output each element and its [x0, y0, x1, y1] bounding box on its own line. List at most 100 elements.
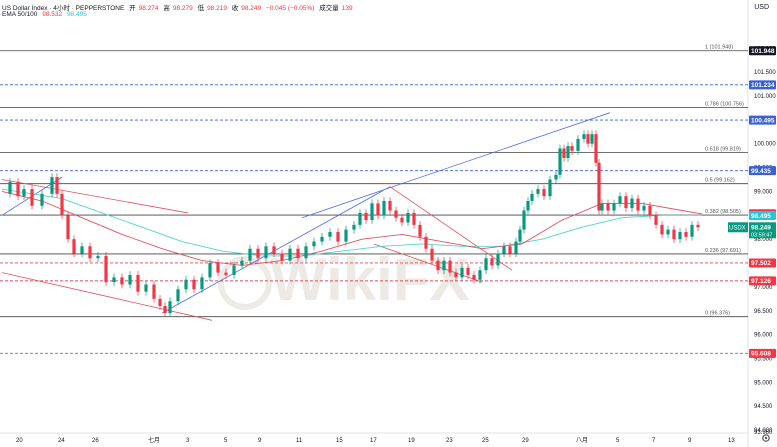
candle-body	[388, 200, 392, 211]
candle-body	[40, 193, 44, 206]
candle-body	[88, 246, 92, 259]
ema100-value: 98.495	[66, 11, 87, 18]
candle-body	[136, 274, 140, 292]
low-value: 98.219	[207, 5, 227, 12]
candle-body	[600, 203, 604, 211]
candle-body	[264, 246, 268, 259]
candle-body	[642, 205, 646, 211]
ema50-value: 98.532	[42, 11, 63, 18]
candle-body	[597, 162, 601, 211]
fib-level-label: 0 (96.376)	[705, 311, 730, 317]
candle-body	[112, 277, 116, 283]
candle-body	[382, 200, 386, 216]
candle-body	[104, 255, 108, 283]
x-tick-label: 5	[224, 438, 228, 444]
x-tick-label: 19	[408, 438, 415, 444]
candle-body	[582, 134, 586, 139]
y-tick-label: 94.500	[754, 404, 773, 410]
volume-value: 139	[341, 5, 353, 12]
candle-body	[60, 193, 64, 216]
candle-body	[530, 193, 534, 201]
candle-body	[660, 224, 664, 235]
candle-body	[696, 224, 700, 228]
fib-level-label: 0.382 (98.505)	[705, 209, 741, 215]
price-tag	[749, 80, 776, 90]
y-tick-label: 96.000	[754, 333, 773, 339]
candle-body	[526, 200, 530, 211]
y-tick-label: 101.500	[754, 70, 776, 76]
candle-body	[558, 148, 562, 175]
current-symbol-label: USDX	[729, 225, 746, 231]
candle-body	[576, 138, 580, 151]
price-tag	[749, 348, 776, 358]
candle-body	[400, 217, 404, 223]
candle-body	[472, 274, 476, 280]
candle-body	[30, 189, 34, 206]
candle-body	[184, 279, 188, 290]
x-tick-label: 13	[728, 438, 735, 444]
close-label: 收	[231, 5, 239, 12]
candle-body	[176, 289, 180, 302]
candle-body	[478, 270, 482, 280]
x-tick-label: 七月	[148, 436, 160, 444]
candle-body	[412, 212, 416, 225]
candle-body	[320, 236, 324, 242]
candle-body	[163, 305, 167, 314]
candle-body	[364, 212, 368, 221]
x-tick-label: 25	[482, 438, 489, 444]
candle-body	[566, 146, 570, 159]
gear-icon[interactable]	[761, 433, 771, 443]
watermark-text: WikiFX	[270, 246, 469, 313]
y-tick-label: 99.000	[754, 189, 773, 195]
price-tag	[749, 276, 776, 286]
candle-body	[466, 267, 470, 275]
candle-body	[358, 212, 362, 225]
candle-body	[436, 260, 440, 271]
x-tick-label: 24	[58, 438, 65, 444]
candle-body	[570, 146, 574, 151]
price-tag	[749, 46, 776, 56]
candle-body	[336, 232, 340, 242]
candle-body	[296, 248, 300, 259]
candle-body	[636, 198, 640, 211]
price-tag	[749, 211, 776, 221]
x-tick-label: 15	[336, 438, 343, 444]
candle-body	[430, 248, 434, 261]
price-tag	[749, 115, 776, 125]
fib-level-label: 0.236 (97.691)	[705, 248, 741, 254]
candle-body	[542, 189, 546, 197]
candle-body	[448, 260, 452, 273]
candle-body	[684, 232, 688, 237]
candle-body	[376, 203, 380, 216]
x-tick-label: 11	[296, 438, 303, 444]
candle-body	[424, 236, 428, 249]
high-label: 高	[163, 5, 170, 12]
candle-body	[200, 277, 204, 290]
candle-body	[522, 210, 526, 230]
y-tick-label: 98.000	[754, 237, 773, 243]
candle-body	[72, 239, 76, 254]
candle-body	[548, 179, 552, 197]
price-tag	[749, 166, 776, 176]
symbol-title[interactable]: US Dollar Index · 4小时 · PEPPERSTONE	[2, 5, 125, 12]
x-tick-label: 17	[370, 438, 377, 444]
candle-body	[630, 198, 634, 209]
ema-info-row[interactable]: EMA 50/100 98.532 98.495	[2, 11, 90, 18]
candle-body	[612, 203, 616, 211]
candle-body	[594, 134, 598, 163]
current-price-tag	[749, 222, 776, 239]
fib-level-label: 1 (101.948)	[705, 45, 733, 51]
trend-line	[1, 272, 213, 321]
candle-body	[144, 284, 148, 292]
candle-body	[22, 189, 26, 197]
candle-body	[224, 272, 228, 275]
candle-body	[618, 196, 622, 204]
candle-body	[312, 241, 316, 247]
price-tag-value: 99.435	[751, 168, 771, 175]
x-tick-label: 9	[258, 438, 262, 444]
x-tick-label: 7	[652, 438, 656, 444]
candle-body	[128, 274, 132, 285]
candle-body	[536, 189, 540, 194]
candle-body	[16, 181, 20, 197]
